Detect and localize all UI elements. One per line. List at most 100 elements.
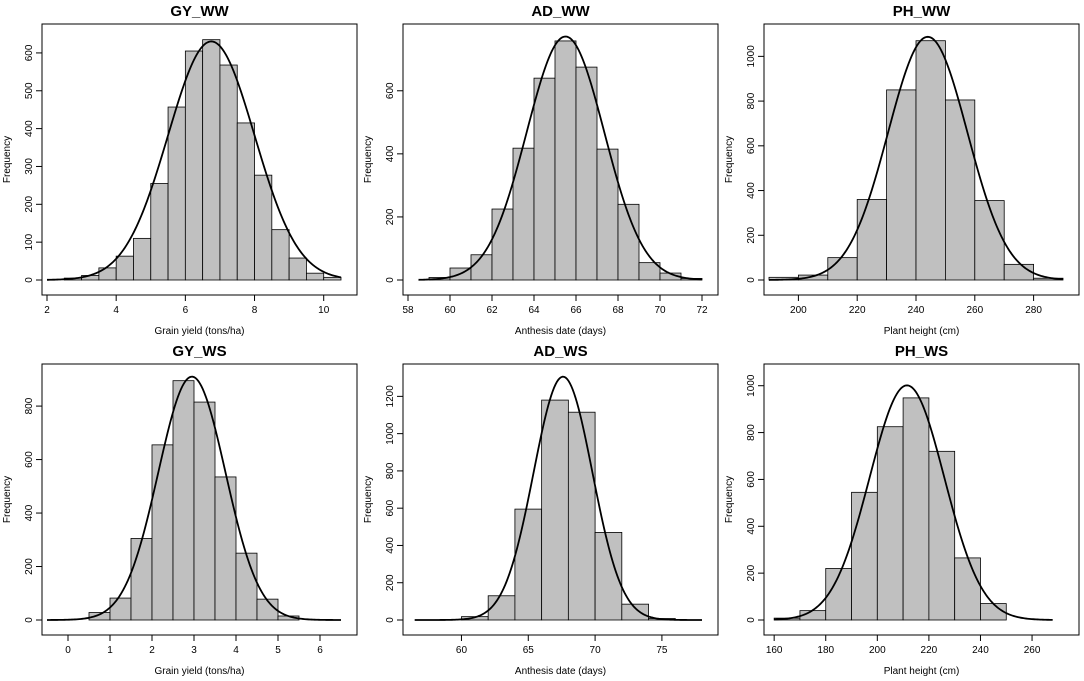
x-tick-label: 160 xyxy=(766,645,783,656)
x-tick-label: 1 xyxy=(107,645,113,656)
normal-curve xyxy=(46,40,342,281)
normal-curve xyxy=(768,35,1064,281)
y-axis: 0 200 400 600 800 1000 xyxy=(746,374,765,623)
x-tick-label: 66 xyxy=(570,305,582,316)
x-tick-label: 240 xyxy=(972,645,989,656)
x-axis: 58 60 62 64 66 68 70 72 xyxy=(402,294,708,316)
histogram-bar xyxy=(288,257,307,281)
histogram-bar xyxy=(184,50,204,281)
x-tick-label: 75 xyxy=(656,645,668,656)
y-tick-label: 600 xyxy=(385,82,396,99)
y-tick-label: 400 xyxy=(746,518,757,535)
normal-curve xyxy=(414,375,702,621)
histogram-bar xyxy=(150,183,169,281)
histogram-bars xyxy=(428,40,703,281)
histogram-panel-ph-ws: 160 180 200 220 240 260 0 200 400 600 800 1000 PH_WS… xyxy=(724,343,1080,677)
histogram-bar xyxy=(638,262,661,281)
x-tick-label: 260 xyxy=(966,305,983,316)
x-tick-label: 220 xyxy=(849,305,866,316)
histogram-bar xyxy=(254,174,273,281)
y-axis-label: Frequency xyxy=(724,136,735,183)
y-tick-label: 800 xyxy=(746,424,757,441)
histogram-bar xyxy=(219,64,238,281)
x-tick-label: 260 xyxy=(1024,645,1041,656)
histogram-bar xyxy=(167,106,186,281)
histogram-bars xyxy=(88,380,300,621)
histogram-panel-ph-ww: 200 220 240 260 280 0 200 400 600 800 1000 PH_WW Pla… xyxy=(724,3,1080,337)
y-tick-label: 800 xyxy=(385,462,396,479)
y-axis: 0 200 400 600 800 1000 1200 xyxy=(385,385,404,623)
chart-title: PH_WS xyxy=(895,343,948,360)
y-tick-label: 0 xyxy=(24,617,35,623)
histogram-bar xyxy=(856,199,887,281)
x-axis-label: Plant height (cm) xyxy=(884,326,960,337)
x-tick-label: 280 xyxy=(1025,305,1042,316)
y-tick-label: 600 xyxy=(385,499,396,516)
y-tick-label: 600 xyxy=(746,137,757,154)
x-tick-label: 68 xyxy=(612,305,624,316)
histogram-bar xyxy=(928,450,956,621)
y-tick-label: 1000 xyxy=(746,374,757,397)
chart-title: AD_WW xyxy=(531,3,590,20)
histogram-panel-ad-ww: 58 60 62 64 66 68 70 72 0 200 400 600 AD_WW Anthesis … xyxy=(363,3,719,337)
y-axis-label: Frequency xyxy=(2,136,13,183)
histogram-bar xyxy=(151,444,174,621)
histogram-bars xyxy=(461,399,676,621)
histogram-bar xyxy=(491,208,514,281)
y-tick-label: 200 xyxy=(385,574,396,591)
y-axis: 0 200 400 600 xyxy=(385,82,404,283)
x-tick-label: 200 xyxy=(869,645,886,656)
x-axis-label: Anthesis date (days) xyxy=(515,666,606,677)
x-tick-label: 2 xyxy=(149,645,155,656)
histogram-bar xyxy=(902,397,930,621)
y-tick-label: 500 xyxy=(24,82,35,99)
histogram-bar xyxy=(130,538,153,621)
x-axis: 200 220 240 260 280 xyxy=(790,294,1042,316)
y-axis-label: Frequency xyxy=(2,476,13,523)
histogram-bar xyxy=(974,200,1005,281)
x-tick-label: 62 xyxy=(486,305,498,316)
x-tick-label: 58 xyxy=(402,305,414,316)
histogram-bar xyxy=(172,380,195,621)
x-tick-label: 64 xyxy=(528,305,540,316)
histogram-bar xyxy=(567,411,596,621)
x-tick-label: 2 xyxy=(44,305,50,316)
y-tick-label: 0 xyxy=(24,277,35,283)
x-tick-label: 180 xyxy=(817,645,834,656)
histogram-bar xyxy=(1003,263,1035,281)
y-tick-label: 600 xyxy=(24,451,35,468)
y-tick-label: 200 xyxy=(385,208,396,225)
x-tick-label: 8 xyxy=(252,305,258,316)
histogram-bar xyxy=(115,255,134,281)
y-tick-label: 1000 xyxy=(385,422,396,445)
normal-curve xyxy=(46,375,342,621)
histogram-bar xyxy=(306,272,325,281)
x-axis: 2 4 6 8 10 xyxy=(44,294,330,316)
histogram-bar xyxy=(271,229,290,281)
y-tick-label: 200 xyxy=(746,226,757,243)
histogram-bar xyxy=(202,39,221,281)
histogram-bar xyxy=(876,426,904,621)
y-axis: 0 200 400 600 800 1000 xyxy=(746,45,765,283)
x-tick-label: 3 xyxy=(191,645,197,656)
x-axis-label: Plant height (cm) xyxy=(884,666,960,677)
x-tick-label: 60 xyxy=(456,645,468,656)
chart-title: AD_WS xyxy=(533,343,587,360)
y-axis: 0 100 200 300 400 500 600 xyxy=(24,44,43,283)
y-tick-label: 600 xyxy=(746,471,757,488)
x-tick-label: 70 xyxy=(654,305,666,316)
y-axis-label: Frequency xyxy=(363,136,374,183)
x-tick-label: 4 xyxy=(233,645,239,656)
histogram-bars xyxy=(773,397,1007,621)
histogram-bar xyxy=(487,595,516,621)
y-tick-label: 200 xyxy=(746,564,757,581)
histogram-bar xyxy=(235,552,258,621)
y-axis: 0 200 400 600 800 xyxy=(24,397,43,623)
y-tick-label: 400 xyxy=(385,145,396,162)
histogram-bars xyxy=(768,40,1064,281)
x-axis: 0 1 2 3 4 5 6 xyxy=(65,634,323,656)
y-axis-label: Frequency xyxy=(363,476,374,523)
histogram-bar xyxy=(470,254,493,281)
